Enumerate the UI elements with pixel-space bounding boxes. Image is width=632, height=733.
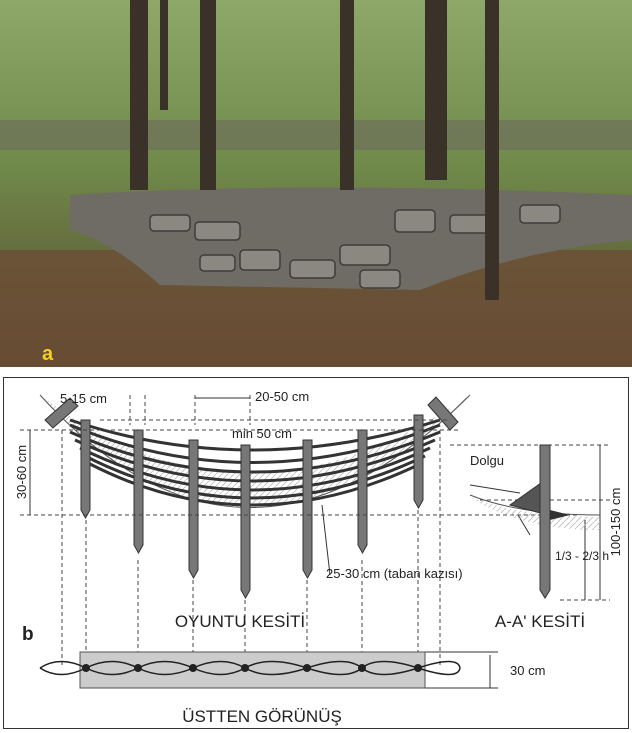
dim-label: 20-50 cm: [255, 389, 309, 404]
section-title: ÜSTTEN GÖRÜNÜŞ: [182, 707, 342, 726]
section-title: OYUNTU KESİTİ: [175, 612, 305, 631]
dim-label: 100-150 cm: [608, 488, 623, 557]
dim-label: 1/3 - 2/3 h: [555, 549, 609, 563]
dim-label: 5-15 cm: [60, 391, 107, 406]
dim-label: 25-30 cm (taban kazısı): [326, 566, 463, 581]
panel-label: a: [42, 343, 54, 365]
dim-label: min 50 cm: [232, 426, 292, 441]
dim-label: 30 cm: [510, 663, 545, 678]
ground-hatch: [40, 395, 470, 508]
stakes: [44, 396, 459, 600]
wattle: [69, 418, 441, 507]
aa-section: [469, 444, 601, 599]
dim-label: 30-60 cm: [14, 445, 29, 499]
guides: [20, 395, 610, 665]
diagram: 5-15 cm 20-50 cm min 50 cm 30-60 cm Dolg…: [3, 377, 629, 729]
photo: a: [0, 0, 632, 367]
panel-label: b: [22, 624, 34, 645]
fill-label: Dolgu: [470, 453, 504, 468]
top-view: [39, 651, 461, 689]
section-title: A-A' KESİTİ: [495, 612, 585, 631]
